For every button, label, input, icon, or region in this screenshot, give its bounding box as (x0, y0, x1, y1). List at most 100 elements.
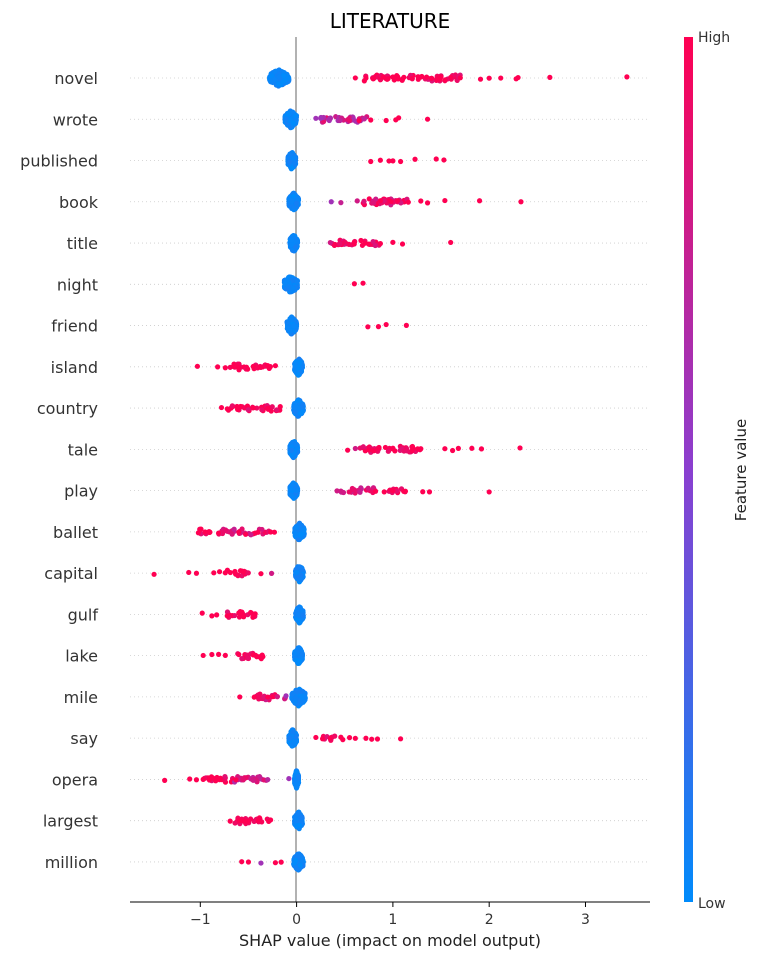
x-tick-label: 2 (485, 912, 494, 928)
data-point (250, 363, 256, 370)
data-point (338, 200, 344, 206)
low-value-point (298, 531, 304, 537)
data-point (390, 239, 396, 245)
feature-label-say: say (70, 729, 98, 748)
data-point (383, 117, 389, 124)
low-value-point (289, 317, 295, 323)
high-value-point (366, 196, 372, 202)
data-point (449, 447, 456, 454)
data-point (547, 74, 553, 80)
data-point (250, 652, 256, 658)
colorbar-high-label: High (698, 30, 730, 46)
data-point (218, 404, 225, 411)
data-point (402, 488, 409, 494)
low-value-point (275, 81, 282, 87)
data-point (448, 74, 454, 81)
low-value-point (295, 195, 301, 202)
low-value-point (296, 564, 303, 570)
feature-label-mile: mile (64, 688, 98, 707)
low-value-point (291, 155, 297, 161)
data-point (442, 197, 448, 204)
feature-label-wrote: wrote (53, 110, 98, 129)
feature-label-published: published (20, 152, 98, 171)
data-point (424, 116, 431, 122)
data-point (469, 445, 475, 451)
data-point (368, 158, 374, 165)
data-point (236, 529, 242, 535)
high-value-point (346, 241, 352, 248)
high-value-point (245, 366, 251, 372)
low-value-point (299, 651, 305, 657)
data-point (371, 75, 377, 82)
data-point (424, 200, 431, 206)
data-point (352, 735, 358, 741)
feature-label-ballet: ballet (53, 523, 98, 542)
low-value-point (290, 109, 296, 115)
data-point (363, 75, 369, 81)
data-point (399, 76, 406, 82)
low-value-point (292, 530, 299, 537)
low-value-point (297, 522, 304, 528)
feature-labels: novel wrote published book title night friend i… (20, 69, 99, 872)
data-point (338, 488, 344, 494)
low-value-point (289, 493, 295, 499)
data-point (381, 489, 387, 495)
data-point (274, 693, 280, 700)
feature-label-country: country (37, 399, 98, 418)
low-value-point (296, 822, 303, 828)
low-value-point (292, 362, 298, 369)
data-point (193, 777, 200, 783)
low-value-point (293, 524, 299, 530)
data-point (442, 446, 448, 452)
data-point (265, 362, 271, 369)
high-value-point (231, 526, 237, 532)
low-value-point (300, 402, 306, 408)
low-value-point (292, 650, 298, 657)
data-point (236, 610, 242, 616)
data-point (396, 115, 402, 121)
data-point (624, 74, 630, 80)
high-value-point (240, 776, 246, 783)
data-point (361, 198, 367, 204)
data-point (237, 694, 243, 700)
data-point (265, 694, 271, 700)
high-value-point (229, 403, 235, 409)
data-point (371, 448, 377, 454)
low-value-point (291, 323, 297, 329)
data-point (265, 777, 271, 783)
data-point (255, 529, 261, 535)
data-point (380, 74, 386, 80)
data-point (215, 530, 222, 536)
colorbar-title: Feature value (732, 419, 750, 521)
low-value-point (299, 694, 305, 701)
data-point (441, 157, 447, 163)
data-point (268, 570, 275, 576)
data-point (351, 487, 357, 493)
data-point (390, 74, 396, 80)
data-point (319, 736, 326, 742)
data-point (357, 445, 363, 451)
data-point (187, 776, 193, 782)
x-tick-label: −1 (190, 912, 211, 928)
high-value-point (373, 196, 379, 202)
high-value-point (361, 116, 367, 122)
high-value-point (243, 531, 249, 537)
low-value-point (289, 691, 295, 697)
high-value-point (222, 773, 228, 780)
data-point (334, 488, 340, 494)
low-value-point (293, 441, 299, 447)
feature-label-lake: lake (65, 647, 98, 666)
high-value-point (376, 444, 382, 451)
data-point (267, 817, 274, 823)
high-value-point (385, 448, 391, 454)
low-value-point (294, 278, 300, 284)
low-value-point (283, 116, 289, 122)
data-point (286, 775, 292, 782)
high-value-point (442, 77, 448, 83)
data-point (200, 652, 206, 659)
data-point (327, 115, 333, 122)
low-value-point (295, 612, 301, 618)
low-value-point (294, 238, 300, 244)
high-value-point (274, 407, 280, 413)
